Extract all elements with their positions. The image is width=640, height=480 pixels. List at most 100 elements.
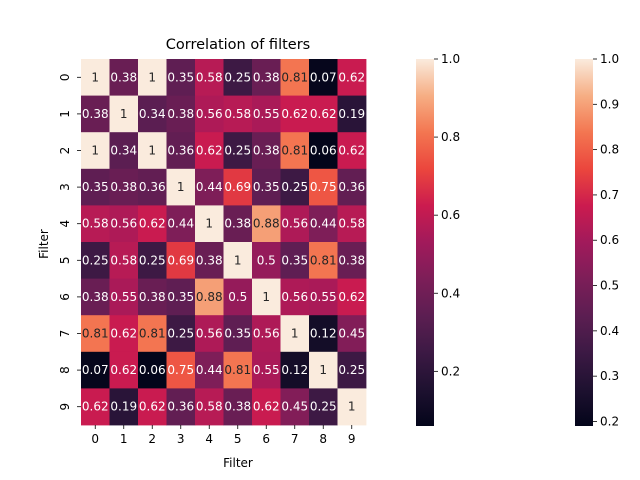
heatmap-cell-3-9 (337, 168, 367, 206)
cell-label-4-6: 0.88 (253, 217, 280, 231)
cell-label-8-1: 0.62 (110, 363, 137, 377)
heatmap-cell-5-3 (166, 242, 196, 279)
cell-label-4-1: 0.56 (110, 217, 137, 231)
heatmap-cell-7-1 (109, 315, 139, 353)
heatmap-cell-1-2 (138, 95, 167, 133)
heatmap-cell-6-8 (309, 278, 338, 316)
cell-label-7-6: 0.56 (253, 327, 280, 341)
heatmap-cell-0-0 (81, 59, 110, 96)
heatmap-cell-0-3 (166, 59, 196, 96)
heatmap-cell-7-9 (337, 315, 367, 353)
heatmap-cell-9-5 (223, 388, 253, 426)
cell-label-1-7: 0.62 (281, 107, 308, 121)
colorbar-2-tick-label-4: 0.6 (600, 233, 619, 247)
cell-label-9-1: 0.19 (110, 400, 137, 414)
heatmap-cell-7-6 (252, 315, 281, 353)
x-tick-label-7: 7 (291, 432, 299, 446)
y-tick-label-5: 5 (58, 256, 72, 264)
cell-label-0-8: 0.07 (310, 70, 337, 84)
heatmap-cell-4-5 (223, 205, 253, 243)
colorbar-1-tick-label-3: 0.8 (441, 130, 460, 144)
heatmap-cell-0-1 (109, 59, 139, 96)
heatmap-cell-3-0 (81, 168, 110, 206)
colorbar-2-tick-label-1: 0.3 (600, 369, 619, 383)
cell-label-8-9: 0.25 (338, 363, 365, 377)
cell-label-2-6: 0.38 (253, 144, 280, 158)
heatmap-cell-7-7 (280, 315, 310, 353)
y-tick-label-6: 6 (58, 293, 72, 301)
cell-label-1-4: 0.56 (196, 107, 223, 121)
heatmap-cell-0-2 (138, 59, 167, 96)
heatmap-cell-9-1 (109, 388, 139, 426)
colorbar-2-tick-label-2: 0.4 (600, 324, 619, 338)
cell-label-3-2: 0.36 (139, 180, 166, 194)
heatmap-cell-1-9 (337, 95, 367, 133)
heatmap-cell-0-8 (309, 59, 338, 96)
cell-label-2-1: 0.34 (110, 144, 137, 158)
cell-label-8-0: 0.07 (82, 363, 109, 377)
cell-label-5-5: 1 (234, 253, 242, 267)
heatmap-cell-6-0 (81, 278, 110, 316)
cell-label-1-0: 0.38 (82, 107, 109, 121)
colorbar-1-tick-label-1: 0.4 (441, 286, 460, 300)
heatmap-cell-7-3 (166, 315, 196, 353)
heatmap-cell-5-4 (195, 242, 224, 279)
cell-label-9-4: 0.58 (196, 400, 223, 414)
colorbar-1-tick-label-2: 0.6 (441, 208, 460, 222)
heatmap-cell-1-6 (252, 95, 281, 133)
cell-label-3-4: 0.44 (196, 180, 223, 194)
heatmap-cell-5-5 (223, 242, 253, 279)
heatmap-cell-6-1 (109, 278, 139, 316)
heatmap-cell-5-6 (252, 242, 281, 279)
cell-label-2-0: 1 (91, 144, 99, 158)
colorbar-2-tick-label-5: 0.7 (600, 188, 619, 202)
cell-label-9-9: 1 (348, 400, 356, 414)
heatmap-cell-2-9 (337, 132, 367, 170)
x-tick-label-4: 4 (205, 432, 213, 446)
cell-label-1-9: 0.19 (338, 107, 365, 121)
heatmap-cell-5-0 (81, 242, 110, 279)
cell-label-5-6: 0.5 (257, 253, 276, 267)
cell-label-0-6: 0.38 (253, 70, 280, 84)
colorbar-2-gradient (575, 59, 593, 426)
heatmap-cell-2-1 (109, 132, 139, 170)
heatmap-cell-8-8 (309, 351, 338, 389)
cell-label-2-5: 0.25 (224, 144, 251, 158)
cell-label-1-2: 0.34 (139, 107, 166, 121)
cell-label-8-8: 1 (319, 363, 327, 377)
heatmap-cell-9-2 (138, 388, 167, 426)
heatmap-cell-9-4 (195, 388, 224, 426)
cell-label-3-7: 0.25 (281, 180, 308, 194)
heatmap-cell-6-2 (138, 278, 167, 316)
cell-label-4-2: 0.62 (139, 217, 166, 231)
colorbar-1: 0.2 0.4 0.6 0.8 1.0 (416, 52, 460, 426)
cell-label-7-5: 0.35 (224, 327, 251, 341)
x-tick-label-5: 5 (234, 432, 242, 446)
y-tick-label-4: 4 (58, 220, 72, 228)
heatmap-cell-7-0 (81, 315, 110, 353)
x-tick-label-6: 6 (262, 432, 270, 446)
cell-label-1-6: 0.55 (253, 107, 280, 121)
heatmap-cell-5-2 (138, 242, 167, 279)
heatmap-cell-5-1 (109, 242, 139, 279)
colorbar-2: 0.2 0.3 0.4 0.5 0.6 0.7 0.8 0.9 1.0 (575, 52, 619, 428)
heatmap-cell-8-6 (252, 351, 281, 389)
heatmap-cell-3-3 (166, 168, 196, 206)
cell-label-3-1: 0.38 (110, 180, 137, 194)
cell-label-0-7: 0.81 (281, 70, 308, 84)
heatmap-cell-0-4 (195, 59, 224, 96)
heatmap-cell-6-9 (337, 278, 367, 316)
heatmap-cell-1-5 (223, 95, 253, 133)
cell-label-0-9: 0.62 (338, 70, 365, 84)
heatmap-cell-8-2 (138, 351, 167, 389)
heatmap-cell-2-8 (309, 132, 338, 170)
x-tick-label-0: 0 (91, 432, 99, 446)
heatmap-cell-7-5 (223, 315, 253, 353)
heatmap-cell-9-6 (252, 388, 281, 426)
heatmap-cell-0-5 (223, 59, 253, 96)
cell-label-0-2: 1 (148, 70, 156, 84)
cell-label-6-6: 1 (262, 290, 270, 304)
heatmap-cell-4-2 (138, 205, 167, 243)
heatmap-cell-5-9 (337, 242, 367, 279)
cell-label-0-4: 0.58 (196, 70, 223, 84)
